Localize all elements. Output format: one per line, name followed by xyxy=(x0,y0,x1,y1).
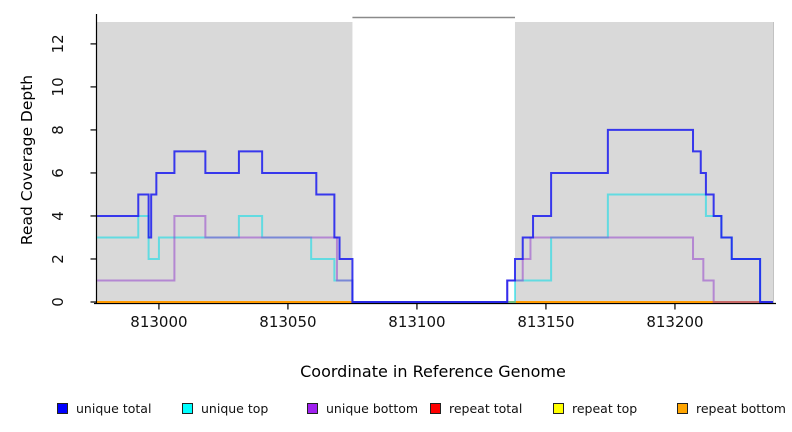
y-axis-title: Read Coverage Depth xyxy=(18,74,36,246)
legend-swatch xyxy=(553,402,564,414)
coverage-gap-region xyxy=(352,17,515,303)
y-tick-label: 6 xyxy=(49,168,67,178)
legend-item-unique-top: unique top xyxy=(182,400,268,416)
legend-item-unique-total: unique total xyxy=(57,400,151,416)
legend: unique total unique top unique bottom repea… xyxy=(0,400,792,420)
x-tick-label: 813050 xyxy=(259,313,316,331)
legend-item-repeat-bottom: repeat bottom xyxy=(677,400,786,416)
y-tick-label: 4 xyxy=(49,211,67,221)
y-tick-label: 12 xyxy=(49,34,67,53)
x-tick-label: 813100 xyxy=(388,313,445,331)
legend-swatch xyxy=(430,402,441,414)
legend-label: unique total xyxy=(76,400,152,416)
x-tick-label: 813000 xyxy=(130,313,187,331)
y-tick-label: 2 xyxy=(49,254,67,264)
y-axis-ticks: 0 2 4 6 8 10 12 xyxy=(49,34,97,307)
legend-label: unique bottom xyxy=(326,400,419,416)
legend-swatch xyxy=(677,402,688,414)
legend-item-repeat-total: repeat total xyxy=(430,400,522,416)
legend-swatch xyxy=(57,402,68,414)
legend-item-repeat-top: repeat top xyxy=(553,400,637,416)
x-tick-label: 813200 xyxy=(646,313,703,331)
legend-swatch xyxy=(307,402,318,414)
series-unique-total xyxy=(97,128,773,303)
legend-label: unique top xyxy=(201,400,269,416)
legend-label: repeat bottom xyxy=(696,400,786,416)
x-axis-ticks: 813000 813050 813100 813150 813200 xyxy=(130,303,704,331)
y-tick-label: 8 xyxy=(49,125,67,135)
y-tick-label: 10 xyxy=(49,77,67,96)
x-axis-title: Coordinate in Reference Genome xyxy=(300,362,566,381)
legend-label: repeat top xyxy=(572,400,638,416)
y-tick-label: 0 xyxy=(49,297,67,307)
legend-swatch xyxy=(182,402,193,414)
x-tick-label: 813150 xyxy=(517,313,574,331)
legend-label: repeat total xyxy=(449,400,523,416)
legend-item-unique-bottom: unique bottom xyxy=(307,400,418,416)
axes xyxy=(94,14,776,305)
